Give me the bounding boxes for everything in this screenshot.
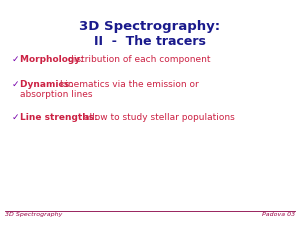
Text: absorption lines: absorption lines xyxy=(20,90,92,99)
Text: Padova 03: Padova 03 xyxy=(262,212,295,217)
Text: ✓: ✓ xyxy=(12,55,20,64)
Text: allow to study stellar populations: allow to study stellar populations xyxy=(85,113,235,122)
Text: II  -  The tracers: II - The tracers xyxy=(94,35,206,48)
Text: 3D Spectrography: 3D Spectrography xyxy=(5,212,62,217)
Text: Dynamics:: Dynamics: xyxy=(20,80,76,89)
Text: ✓: ✓ xyxy=(12,113,20,122)
Text: Line strengths:: Line strengths: xyxy=(20,113,101,122)
Text: distribution of each component: distribution of each component xyxy=(68,55,211,64)
Text: kinematics via the emission or: kinematics via the emission or xyxy=(60,80,199,89)
Text: 3D Spectrography:: 3D Spectrography: xyxy=(80,20,220,33)
Text: Morphology:: Morphology: xyxy=(20,55,87,64)
Text: ✓: ✓ xyxy=(12,80,20,89)
